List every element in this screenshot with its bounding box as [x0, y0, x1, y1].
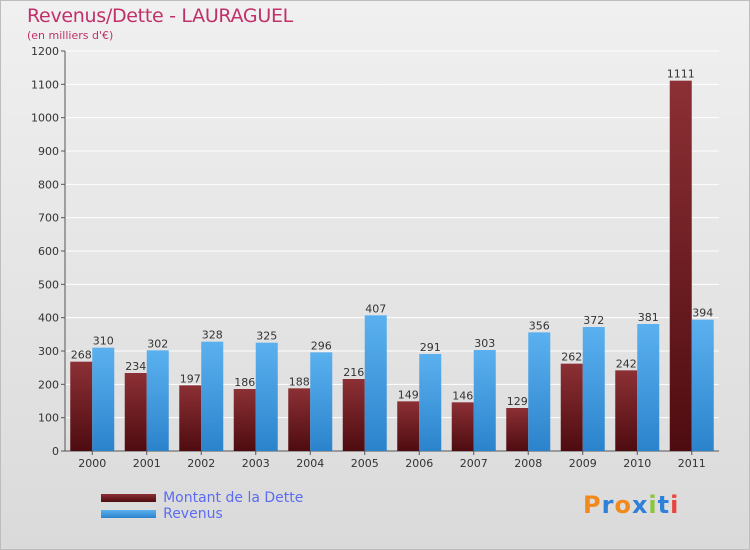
x-tick-label: 2001 — [133, 457, 161, 470]
data-label-dette: 129 — [507, 395, 528, 408]
data-label-dette: 188 — [289, 375, 310, 388]
data-label-revenus: 356 — [529, 319, 550, 332]
logo-letter: t — [657, 491, 671, 519]
bar-dette — [397, 401, 420, 451]
y-tick-label: 0 — [52, 445, 59, 458]
data-label-revenus: 381 — [638, 311, 659, 324]
bar-dette — [124, 373, 147, 451]
y-tick-label: 300 — [38, 345, 59, 358]
x-tick-label: 2009 — [569, 457, 597, 470]
data-label-revenus: 291 — [420, 341, 441, 354]
bar-revenus — [473, 350, 496, 451]
x-tick-label: 2010 — [623, 457, 651, 470]
x-tick-label: 2006 — [405, 457, 433, 470]
data-label-dette: 268 — [71, 349, 92, 362]
x-axis: 2000 2001 2002 2003 2004 2005 2006 2007 2008 2009… — [78, 451, 706, 470]
bar-revenus — [528, 332, 551, 451]
legend-item-dette: Montant de la Dette — [101, 487, 304, 506]
bar-dette — [70, 361, 93, 451]
y-tick-label: 500 — [38, 278, 59, 291]
x-tick-label: 2004 — [296, 457, 324, 470]
bar-revenus — [691, 319, 714, 451]
x-tick-label: 2000 — [78, 457, 106, 470]
data-label-revenus: 296 — [311, 339, 332, 352]
bar-dette — [451, 402, 474, 451]
data-label-dette: 242 — [616, 357, 637, 370]
data-label-revenus: 310 — [93, 335, 114, 348]
data-label-dette: 186 — [234, 376, 255, 389]
logo-letter: i — [648, 491, 658, 519]
chart-subtitle: (en milliers d'€) — [27, 29, 114, 42]
bar-revenus — [255, 342, 278, 451]
bar-revenus — [310, 352, 333, 451]
legend-swatch-revenus — [101, 509, 156, 518]
logo-letter: i — [670, 491, 680, 519]
legend-swatch-dette — [101, 493, 156, 502]
data-label-revenus: 372 — [583, 314, 604, 327]
bar-revenus — [92, 347, 115, 451]
data-label-dette: 197 — [180, 372, 201, 385]
chart-title: Revenus/Dette - LAURAGUEL — [27, 5, 293, 27]
data-label-dette: 146 — [452, 389, 473, 402]
bar-dette — [506, 408, 529, 451]
data-label-dette: 262 — [561, 351, 582, 364]
y-tick-label: 200 — [38, 378, 59, 391]
y-tick-label: 700 — [38, 212, 59, 225]
x-tick-label: 2005 — [351, 457, 379, 470]
y-tick-label: 1200 — [31, 45, 59, 58]
bar-dette — [233, 389, 256, 451]
y-tick-label: 1100 — [31, 78, 59, 91]
legend: Montant de la Dette Revenus — [101, 487, 304, 522]
y-tick-label: 600 — [38, 245, 59, 258]
x-tick-label: 2011 — [678, 457, 706, 470]
data-label-dette: 1111 — [667, 68, 695, 81]
x-tick-label: 2003 — [242, 457, 270, 470]
legend-item-revenus: Revenus — [101, 503, 303, 522]
data-label-revenus: 407 — [365, 302, 386, 315]
bar-dette — [288, 388, 311, 451]
y-tick-label: 1000 — [31, 112, 59, 125]
legend-label-revenus: Revenus — [163, 505, 223, 522]
x-tick-label: 2007 — [460, 457, 488, 470]
logo-letter: x — [631, 491, 649, 519]
data-label-dette: 216 — [343, 366, 364, 379]
bar-revenus — [582, 327, 605, 451]
y-tick-label: 400 — [38, 312, 59, 325]
bar-revenus — [419, 354, 442, 451]
x-tick-label: 2008 — [514, 457, 542, 470]
bar-dette — [669, 80, 692, 452]
bar-revenus — [146, 350, 169, 451]
y-tick-label: 800 — [38, 178, 59, 191]
bar-dette — [560, 363, 583, 451]
data-label-revenus: 325 — [256, 330, 277, 343]
y-tick-label: 100 — [38, 412, 59, 425]
logo-letter: P — [583, 491, 602, 519]
bar-revenus — [637, 324, 660, 451]
x-tick-label: 2002 — [187, 457, 215, 470]
data-label-revenus: 328 — [202, 329, 223, 342]
bar-revenus — [201, 341, 224, 451]
bar-dette — [342, 379, 365, 451]
y-tick-label: 900 — [38, 145, 59, 158]
data-label-revenus: 302 — [147, 337, 168, 350]
data-label-revenus: 303 — [474, 337, 495, 350]
y-axis: 0 100 200 300 400 500 600 700 800 900 1000 1100 1200 — [31, 45, 719, 458]
bar-dette — [615, 370, 638, 451]
logo-letter: o — [614, 491, 632, 519]
legend-label-dette: Montant de la Dette — [163, 489, 304, 506]
grid-lines — [65, 50, 719, 452]
bar-dette — [179, 385, 202, 451]
data-label-dette: 234 — [125, 360, 146, 373]
data-label-revenus: 394 — [692, 307, 713, 320]
bars — [70, 80, 714, 452]
proxiti-logo: Proxiti — [583, 491, 679, 519]
bar-revenus — [364, 315, 387, 451]
data-label-dette: 149 — [398, 388, 419, 401]
logo-letter: r — [601, 491, 615, 519]
